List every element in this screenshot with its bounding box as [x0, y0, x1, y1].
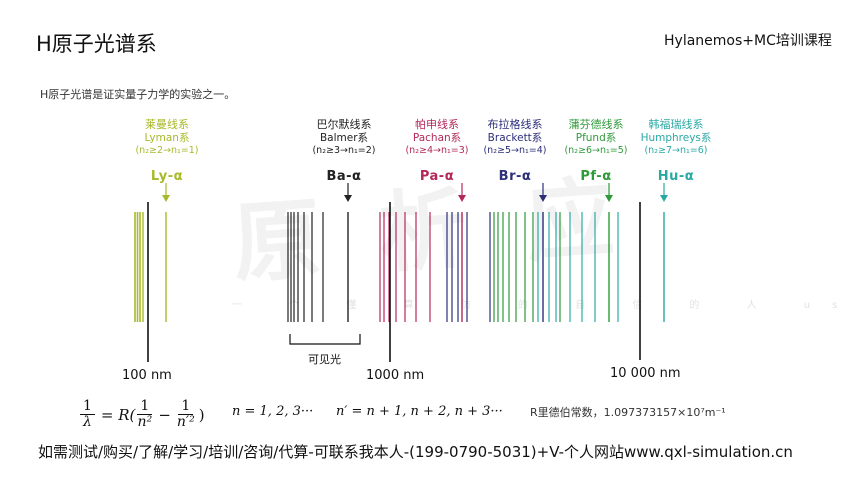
series-condition: (n₂≥3→n₁=2) — [312, 144, 376, 156]
series-name-zh: 韩福瑞线系 — [648, 118, 704, 131]
series-name-en: Pfund系 — [575, 131, 617, 144]
balmer-lines — [287, 212, 349, 322]
series-name-en: Humphreys系 — [640, 131, 712, 144]
axis-ticks — [147, 202, 641, 362]
pfund-lines — [493, 212, 610, 322]
axis-label-10000nm: 10 000 nm — [610, 366, 681, 381]
series-name-en: Brackett系 — [487, 131, 543, 144]
series-name-zh: 巴尔默线系 — [316, 118, 372, 131]
series-pfund: 蒲芬德线系 Pfund系 (n₂≥6→n₁=5) Pf-α — [541, 118, 651, 185]
series-alpha-symbol: Ly-α — [150, 168, 184, 184]
series-condition: (n₂≥4→n₁=3) — [405, 144, 469, 156]
rydberg-formula: 1 λ = R( 1 n² − 1 n′² ) — [80, 396, 205, 431]
n-sequence: n = 1, 2, 3··· — [232, 404, 314, 419]
series-name-en: Balmer系 — [319, 131, 369, 144]
formula-minus: − — [158, 405, 171, 424]
series-alpha-symbol: Br-α — [498, 168, 532, 184]
series-alpha-symbol: Hu-α — [657, 168, 695, 184]
series-condition: (n₂≥5→n₁=4) — [483, 144, 547, 156]
series-alpha-symbol: Pa-α — [419, 168, 455, 184]
paschen-lines — [379, 212, 463, 322]
series-name-zh: 布拉格线系 — [487, 118, 543, 131]
series-condition: (n₂≥7→n₁=6) — [644, 144, 708, 156]
alpha-arrows — [162, 183, 668, 202]
series-name-zh: 帕申线系 — [415, 118, 459, 131]
lyman-lines — [134, 212, 167, 322]
series-name-zh: 蒲芬德线系 — [568, 118, 624, 131]
series-condition: (n₂≥6→n₁=5) — [564, 144, 628, 156]
humphreys-lines — [537, 212, 665, 322]
series-alpha-symbol: Ba-α — [326, 168, 362, 184]
series-lyman: 莱曼线系 Lyman系 (n₂≥2→n₁=1) Ly-α — [112, 118, 222, 185]
lhs-numerator: 1 — [80, 398, 95, 416]
series-condition: (n₂≥2→n₁=1) — [135, 144, 199, 156]
watermark-subtext: 一 个 懂 算 仿 的 自 信 的 人 us — [232, 300, 860, 311]
term1-denominator: n² — [137, 414, 153, 431]
term2-numerator: 1 — [178, 398, 194, 416]
visible-light-label: 可见光 — [308, 353, 341, 366]
formula-close-paren: ) — [198, 405, 205, 424]
series-humphreys: 韩福瑞线系 Humphreys系 (n₂≥7→n₁=6) Hu-α — [621, 118, 731, 185]
term2-denominator: n′² — [176, 414, 195, 431]
visible-bracket — [289, 334, 361, 345]
brackett-lines — [446, 212, 544, 322]
contact-info: 如需测试/购买/了解/学习/培训/咨询/代算-可联系我本人-(199-0790-… — [38, 443, 793, 461]
series-brackett: 布拉格线系 Brackett系 (n₂≥5→n₁=4) Br-α — [460, 118, 570, 185]
series-balmer: 巴尔默线系 Balmer系 (n₂≥3→n₁=2) Ba-α — [289, 118, 399, 185]
lhs-denominator: λ — [83, 414, 92, 431]
brand-label: Hylanemos+MC培训课程 — [664, 33, 832, 49]
series-name-en: Lyman系 — [144, 131, 190, 144]
axis-label-1000nm: 1000 nm — [366, 368, 425, 383]
series-paschen: 帕申线系 Pachan系 (n₂≥4→n₁=3) Pa-α — [382, 118, 492, 185]
series-name-zh: 莱曼线系 — [145, 118, 189, 131]
series-alpha-symbol: Pf-α — [580, 168, 612, 184]
series-name-en: Pachan系 — [412, 131, 462, 144]
page-title: H原子光谱系 — [36, 32, 157, 56]
formula-equals-r: = R( — [100, 405, 136, 424]
axis-label-100nm: 100 nm — [122, 368, 172, 383]
intro-text: H原子光谱是证实量子力学的实验之一。 — [40, 88, 236, 101]
rydberg-constant-note: R里德伯常数，1.097373157×10⁷m⁻¹ — [530, 406, 726, 419]
term1-numerator: 1 — [137, 398, 153, 416]
n-prime-sequence: n′ = n + 1, n + 2, n + 3··· — [336, 404, 503, 419]
